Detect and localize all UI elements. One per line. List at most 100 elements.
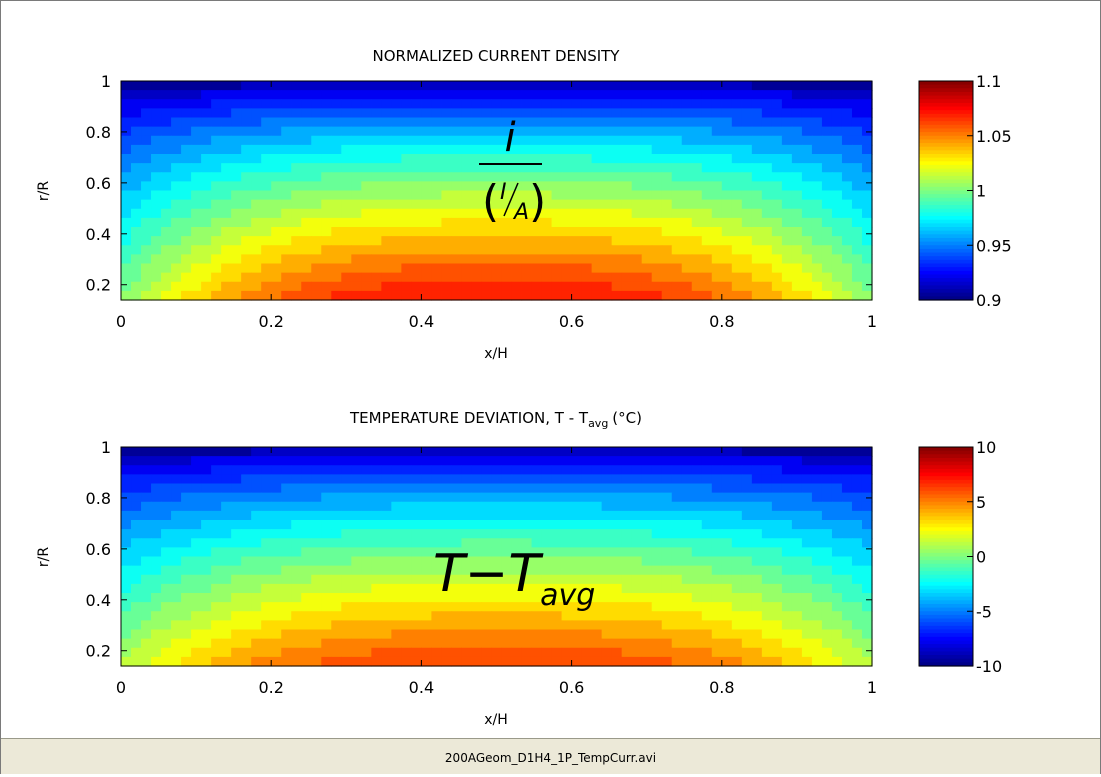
- heatmap-cell: [771, 190, 783, 201]
- heatmap-cell: [761, 510, 773, 521]
- heatmap-cell: [691, 638, 703, 649]
- heatmap-cell: [621, 529, 633, 539]
- heatmap-cell: [481, 154, 493, 164]
- heatmap-cell: [601, 447, 613, 457]
- heatmap-cell: [121, 629, 132, 640]
- heatmap-cell: [341, 638, 352, 649]
- heatmap-cell: [411, 456, 422, 466]
- heatmap-cell: [541, 593, 553, 603]
- heatmap-cell: [441, 629, 453, 640]
- colorbar-segment: [919, 556, 973, 561]
- heatmap-cell: [541, 447, 553, 457]
- heatmap-cell: [451, 574, 463, 585]
- heatmap-cell: [421, 163, 433, 173]
- heatmap-cell: [651, 172, 663, 182]
- heatmap-cell: [211, 263, 222, 274]
- colorbar-segment: [919, 84, 973, 89]
- heatmap-cell: [271, 81, 282, 91]
- heatmap-cell: [521, 520, 533, 530]
- heatmap-cell: [561, 144, 573, 155]
- heatmap-cell: [271, 281, 282, 292]
- heatmap-cell: [701, 90, 713, 100]
- heatmap-cell: [551, 593, 563, 603]
- heatmap-cell: [761, 611, 773, 621]
- heatmap-cell: [781, 602, 793, 612]
- heatmap-cell: [771, 117, 783, 128]
- heatmap-cell: [701, 465, 713, 475]
- heatmap-cell: [461, 163, 473, 173]
- heatmap-cell: [331, 638, 342, 649]
- heatmap-cell: [281, 135, 292, 146]
- heatmap-cell: [681, 163, 693, 173]
- heatmap-cell: [621, 236, 633, 246]
- heatmap-cell: [441, 154, 453, 164]
- heatmap-cell: [751, 611, 763, 621]
- heatmap-cell: [821, 483, 833, 494]
- heatmap-cell: [821, 465, 833, 475]
- heatmap-cell: [501, 556, 513, 567]
- heatmap-cell: [851, 583, 863, 594]
- colorbar-segment: [919, 245, 973, 250]
- heatmap-cell: [751, 456, 763, 466]
- heatmap-cell: [551, 154, 563, 164]
- heatmap-cell: [861, 272, 873, 283]
- heatmap-cell: [661, 208, 673, 219]
- heatmap-cell: [261, 144, 272, 155]
- heatmap-cell: [271, 254, 282, 265]
- heatmap-cell: [141, 547, 152, 558]
- heatmap-cell: [621, 126, 633, 137]
- heatmap-cell: [681, 263, 693, 274]
- heatmap-cell: [751, 556, 763, 567]
- heatmap-cell: [461, 492, 473, 503]
- heatmap-cell: [121, 501, 132, 512]
- heatmap-cell: [791, 290, 803, 301]
- heatmap-cell: [411, 126, 422, 137]
- heatmap-cell: [621, 565, 633, 576]
- heatmap-cell: [161, 656, 172, 667]
- heatmap-cell: [121, 456, 132, 466]
- heatmap-cell: [721, 593, 733, 603]
- heatmap-cell: [321, 647, 332, 658]
- heatmap-cell: [221, 447, 232, 457]
- heatmap-cell: [741, 144, 753, 155]
- heatmap-cell: [271, 456, 282, 466]
- heatmap-cell: [191, 647, 202, 658]
- heatmap-cell: [261, 208, 272, 219]
- heatmap-cell: [181, 190, 192, 201]
- heatmap-cell: [831, 447, 843, 457]
- heatmap-cell: [441, 117, 453, 128]
- heatmap-cell: [161, 574, 172, 585]
- heatmap-cell: [371, 465, 382, 475]
- heatmap-cell: [131, 254, 142, 265]
- heatmap-cell: [501, 465, 513, 475]
- heatmap-cell: [711, 520, 723, 530]
- heatmap-cell: [201, 163, 212, 173]
- heatmap-cell: [691, 135, 703, 146]
- heatmap-cell: [261, 90, 272, 100]
- heatmap-cell: [451, 611, 463, 621]
- heatmap-cell: [691, 529, 703, 539]
- heatmap-cell: [501, 620, 513, 631]
- heatmap-cell: [151, 245, 162, 255]
- heatmap-cell: [511, 656, 523, 667]
- heatmap-cell: [141, 492, 152, 503]
- heatmap-cell: [151, 602, 162, 612]
- heatmap-cell: [271, 199, 282, 210]
- heatmap-cell: [121, 483, 132, 494]
- heatmap-cell: [761, 144, 773, 155]
- heatmap-cell: [191, 656, 202, 667]
- heatmap-cell: [271, 593, 282, 603]
- heatmap-cell: [161, 602, 172, 612]
- heatmap-cell: [721, 208, 733, 219]
- heatmap-cell: [171, 501, 182, 512]
- heatmap-cell: [271, 272, 282, 283]
- heatmap-cell: [561, 117, 573, 128]
- heatmap-cell: [851, 656, 863, 667]
- heatmap-cell: [731, 656, 743, 667]
- heatmap-cell: [701, 172, 713, 182]
- heatmap-cell: [441, 227, 453, 237]
- heatmap-cell: [411, 620, 422, 631]
- heatmap-cell: [211, 117, 222, 128]
- heatmap-cell: [741, 492, 753, 503]
- heatmap-cell: [721, 263, 733, 274]
